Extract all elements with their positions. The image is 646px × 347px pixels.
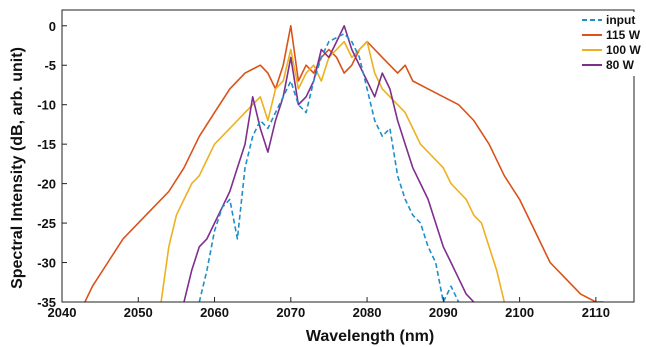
y-tick-label: -20	[37, 177, 56, 192]
legend-label: 115 W	[606, 28, 641, 42]
plot-area: 2040 2050 2060 2070 2080 2090 2100 2110 0 -5 -10 -…	[37, 9, 635, 320]
y-axis-label: Spectral Intensity (dB, arb. unit)	[9, 47, 26, 289]
legend-label: 100 W	[606, 43, 641, 57]
x-tick-label: 2050	[124, 305, 153, 320]
plot-frame	[61, 9, 635, 303]
y-tick-label: 0	[49, 19, 56, 34]
series-line-input	[198, 32, 460, 302]
series-line-80-w	[183, 24, 475, 302]
x-tick-label: 2040	[48, 305, 77, 320]
y-tick-label: -5	[44, 58, 56, 73]
x-tick-label: 2070	[276, 305, 305, 320]
x-tick-label: 2090	[429, 305, 458, 320]
y-tick-label: -30	[37, 256, 56, 271]
x-ticks: 2040 2050 2060 2070 2080 2090 2100 2110	[48, 297, 610, 320]
y-ticks: 0 -5 -10 -15 -20 -25 -30 -35	[37, 19, 67, 310]
series-layer	[84, 24, 604, 302]
x-tick-label: 2080	[353, 305, 382, 320]
y-tick-label: -25	[37, 216, 56, 231]
y-tick-label: -10	[37, 98, 56, 113]
series-line-100-w	[160, 40, 506, 302]
y-tick-label: -15	[37, 137, 56, 152]
series-line-115-w	[84, 24, 604, 302]
legend-label: 80 W	[606, 58, 635, 72]
y-tick-label: -35	[37, 295, 56, 310]
legend-label: input	[606, 13, 635, 27]
x-tick-label: 2110	[582, 305, 610, 320]
x-tick-label: 2060	[200, 305, 229, 320]
x-axis-label: Wavelength (nm)	[306, 328, 434, 345]
x-tick-label: 2100	[505, 305, 534, 320]
